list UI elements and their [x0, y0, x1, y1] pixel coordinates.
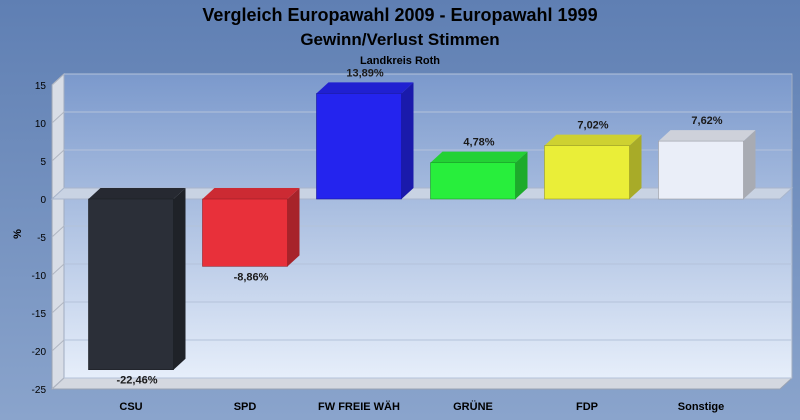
bar-front: [316, 93, 402, 200]
bar-top: [88, 188, 186, 199]
data-label: 7,02%: [577, 120, 608, 132]
gridline-side: [51, 111, 65, 124]
x-tick-label: FW FREIE WÄH: [318, 400, 400, 413]
gridline-side: [51, 301, 65, 314]
bars: -22,46% -8,86% 13,89% 4,78% 7,02% 7,62%: [88, 67, 756, 387]
bar-front: [430, 162, 516, 200]
bar-grüne: 4,78%: [430, 137, 528, 200]
bar-spd: -8,86%: [202, 188, 300, 283]
y-tick-label: -25: [32, 385, 47, 396]
gridline-side: [51, 73, 65, 86]
x-tick-label: FDP: [576, 401, 598, 413]
y-tick-label: -5: [37, 233, 46, 244]
chart-title: Vergleich Europawahl 2009 - Europawahl 1…: [202, 5, 597, 25]
y-tick-label: 10: [35, 119, 47, 130]
y-axis-ticks: 15 10 5 0 -5 -10 -15 -20 -25: [32, 81, 47, 396]
x-axis-categories: CSU SPD FW FREIE WÄH GRÜNE FDP Sonstige: [119, 400, 724, 413]
chart-subtitle-region: Landkreis Roth: [360, 55, 440, 67]
gridline-side: [51, 225, 65, 238]
bar-side: [515, 151, 528, 199]
data-label: 7,62%: [691, 115, 722, 127]
x-tick-label: GRÜNE: [453, 400, 493, 413]
x-tick-label: Sonstige: [678, 401, 724, 413]
data-label: -22,46%: [117, 375, 158, 387]
data-label: 4,78%: [463, 137, 494, 149]
y-tick-label: 15: [35, 81, 47, 92]
bar-top: [658, 130, 756, 142]
y-tick-label: 5: [40, 157, 46, 168]
x-tick-label: SPD: [234, 401, 257, 413]
bar-front: [658, 140, 744, 200]
gridline-side: [51, 377, 65, 390]
y-tick-label: -15: [32, 309, 47, 320]
gridline-side: [51, 149, 65, 162]
bar-fdp: 7,02%: [544, 120, 642, 200]
bar-front: [88, 198, 174, 370]
bar-side: [743, 130, 756, 199]
data-label: -8,86%: [234, 271, 269, 283]
data-label: 13,89%: [346, 67, 384, 79]
bar-side: [173, 188, 186, 370]
bar-top: [202, 188, 300, 199]
bar-side: [629, 134, 642, 199]
y-tick-label: -10: [32, 271, 47, 282]
bar-front: [544, 145, 630, 200]
bar-fw-freie-wäh: 13,89%: [316, 67, 414, 200]
bar-sonstige: 7,62%: [658, 115, 756, 200]
gridline-side: [51, 263, 65, 276]
bar-top: [544, 134, 642, 146]
y-axis-label: %: [12, 229, 24, 239]
y-tick-label: 0: [40, 195, 46, 206]
plot-floor: [50, 377, 794, 390]
bar-top: [316, 82, 414, 94]
bar-side: [401, 82, 414, 199]
bar-side: [287, 188, 300, 267]
bar-front: [202, 198, 288, 267]
x-tick-label: CSU: [119, 401, 142, 413]
bar-top: [430, 151, 528, 163]
gridline-side: [51, 339, 65, 352]
bar-csu: -22,46%: [88, 188, 186, 387]
y-tick-label: -20: [32, 347, 47, 358]
chart-subtitle: Gewinn/Verlust Stimmen: [300, 30, 499, 49]
